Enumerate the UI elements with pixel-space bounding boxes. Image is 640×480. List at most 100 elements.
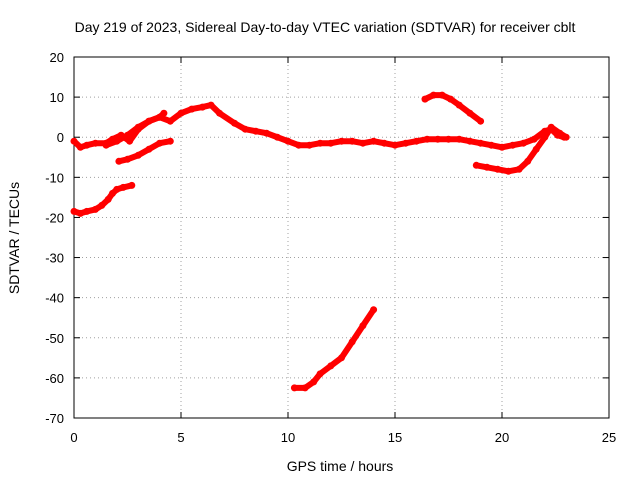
data-point [477,117,485,125]
data-point [338,137,345,145]
data-point [305,141,313,149]
series-upper-arc [421,91,485,125]
data-point [498,143,506,151]
data-point [83,141,91,149]
data-point [76,209,84,217]
data-point [541,133,549,141]
data-point [466,137,474,145]
data-point [301,384,309,392]
data-point [124,131,131,139]
plot-frame [73,56,610,419]
data-point [487,141,495,149]
series-lower-arc [472,123,570,175]
series-lower-loop-early [115,137,174,165]
data-point [434,135,442,143]
data-point [231,119,238,127]
grid [74,57,609,418]
data-point [421,95,429,103]
data-point [104,195,112,203]
series-start-low [70,181,136,217]
x-tick-label: 5 [177,430,184,445]
data-point [412,137,420,145]
data-point [519,139,527,147]
data-point [273,133,281,141]
data-point [128,181,136,189]
data-point [359,322,367,330]
data-point [348,338,356,346]
y-tick-label: -50 [45,331,64,346]
data-point [98,201,106,209]
data-point [327,139,335,147]
data-point [370,306,378,314]
y-tick-label: -70 [45,411,64,426]
data-point [198,103,206,111]
y-tick-label: -40 [45,291,64,306]
data-point [562,133,570,141]
data-point [102,141,110,149]
x-tick-label: 0 [70,430,77,445]
y-tick-label: -30 [45,251,64,266]
data-point [556,129,564,137]
data-point [402,139,410,147]
data-point [483,163,491,171]
x-tick-label: 25 [602,430,616,445]
data-point [156,139,164,147]
data-point [477,139,485,147]
data-point [134,123,142,131]
data-point [134,151,142,159]
data-point [438,91,446,99]
data-point [70,137,78,145]
data-point [83,207,91,215]
data-point [466,109,474,117]
data-point [423,135,431,143]
data-point [263,129,271,137]
x-axis-label: GPS time / hours [287,458,394,474]
data-point [316,370,324,378]
axis-ticks: 0 5 10 15 20 25 -70 -60 -50 -40 -30 -20 -10 0 10 20 [45,50,616,445]
data-point [115,157,123,165]
y-tick-label: -60 [45,371,64,386]
data-point [284,137,292,145]
data-series [70,91,570,392]
data-point [338,354,345,362]
data-point [504,167,512,175]
data-point [252,127,260,135]
y-tick-label: -20 [45,210,64,225]
data-point [76,143,84,151]
data-point [126,137,134,145]
data-point [391,141,399,149]
data-point [445,135,452,143]
y-axis-label: SDTVAR / TECUs [6,182,22,294]
data-point [359,139,367,147]
data-point [530,135,538,143]
data-point [166,117,174,125]
data-point [91,205,99,213]
data-point [124,155,131,163]
data-point [145,145,153,153]
data-point [524,157,532,165]
data-point [145,117,153,125]
data-point [70,207,78,215]
data-point [160,109,168,117]
y-tick-label: 10 [50,90,64,105]
series-loop-upper-early [102,109,168,149]
data-point [113,137,121,145]
x-tick-label: 10 [281,430,295,445]
data-point [509,141,517,149]
x-tick-label: 20 [495,430,509,445]
data-point [316,139,324,147]
data-point [370,137,378,145]
data-point [310,378,318,386]
data-point [455,135,463,143]
y-tick-label: 20 [50,50,64,65]
data-point [119,183,127,191]
data-point [290,384,298,392]
data-point [447,95,455,103]
data-point [532,145,540,153]
data-point [430,91,437,99]
data-point [241,125,249,133]
data-point [547,123,555,131]
data-point [207,101,215,109]
data-point [380,139,388,147]
